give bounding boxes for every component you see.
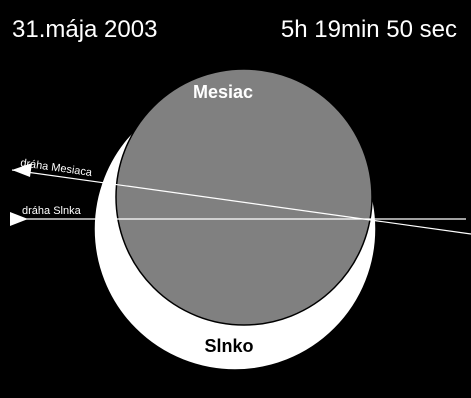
sun-label: Slnko xyxy=(204,336,253,356)
moon-label: Mesiac xyxy=(193,82,253,102)
moon-path-line xyxy=(11,169,471,235)
time-label: 5h 19min 50 sec xyxy=(280,16,457,43)
date-label: 31.mája 2003 xyxy=(12,16,158,43)
moon-path-arrow-icon xyxy=(12,163,32,177)
moon-disc xyxy=(115,68,373,326)
sun-path-arrow-icon xyxy=(10,212,28,226)
sun-path-label: dráha Slnka xyxy=(22,205,82,217)
